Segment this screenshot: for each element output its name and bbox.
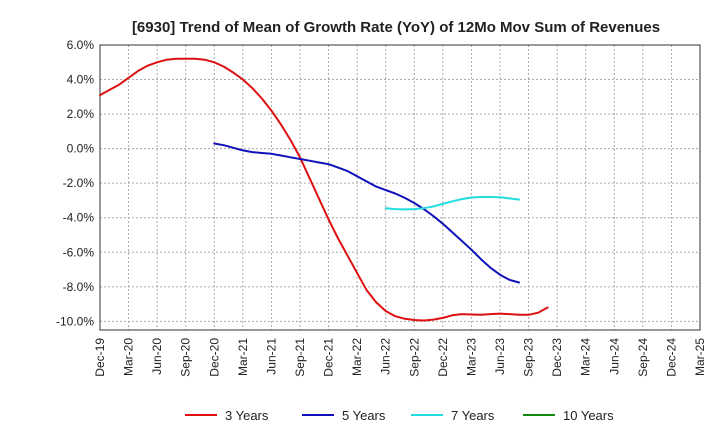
legend-label-3-years: 3 Years — [225, 408, 269, 423]
y-tick-label: -4.0% — [63, 211, 95, 225]
x-tick-label: Mar-23 — [464, 338, 478, 376]
x-tick-label: Jun-21 — [264, 338, 278, 375]
x-tick-label: Sep-21 — [293, 338, 307, 377]
x-tick-label: Mar-24 — [579, 338, 593, 376]
x-tick-label: Dec-23 — [550, 338, 564, 377]
x-tick-label: Sep-20 — [179, 338, 193, 377]
x-tick-label: Mar-21 — [236, 338, 250, 376]
y-tick-label: -10.0% — [56, 314, 94, 328]
x-tick-label: Jun-23 — [493, 338, 507, 375]
x-tick-label: Dec-20 — [207, 338, 221, 377]
chart-title: [6930] Trend of Mean of Growth Rate (YoY… — [132, 19, 660, 36]
y-tick-label: 0.0% — [67, 142, 95, 156]
legend: 3 Years 5 Years 7 Years 10 Years — [185, 408, 614, 423]
y-tick-label: 6.0% — [67, 38, 95, 52]
plot-background — [100, 45, 700, 330]
x-tick-label: Dec-19 — [93, 338, 107, 377]
x-tick-label: Sep-23 — [522, 338, 536, 377]
legend-label-10-years: 10 Years — [563, 408, 614, 423]
plot-border — [99, 44, 701, 331]
x-tick-label: Mar-22 — [350, 338, 364, 376]
series-line-3-years — [99, 57, 549, 322]
y-tick-label: -8.0% — [63, 280, 95, 294]
series-line-7-years — [384, 196, 520, 211]
x-tick-label: Dec-24 — [664, 338, 678, 377]
legend-label-7-years: 7 Years — [451, 408, 495, 423]
x-tick-label: Mar-20 — [122, 338, 136, 376]
y-tick-label: -6.0% — [63, 245, 95, 259]
x-tick-label: Jun-20 — [150, 338, 164, 375]
x-tick-label: Sep-24 — [636, 338, 650, 377]
x-tick-label: Sep-22 — [407, 338, 421, 377]
x-tick-label: Mar-25 — [693, 338, 707, 376]
y-tick-label: 2.0% — [67, 107, 95, 121]
y-tick-label: -2.0% — [63, 176, 95, 190]
plot-area: 6.0% 4.0% 2.0% 0.0% -2.0% -4.0% -6.0% -8.0% -10.… — [56, 38, 707, 377]
x-tick-label: Dec-21 — [322, 338, 336, 377]
x-tick-label: Jun-24 — [607, 338, 621, 375]
y-tick-label: 4.0% — [67, 73, 95, 87]
series-line-5-years — [213, 142, 520, 284]
x-tick-label: Dec-22 — [436, 338, 450, 377]
legend-label-5-years: 5 Years — [342, 408, 386, 423]
x-tick-label: Jun-22 — [379, 338, 393, 375]
